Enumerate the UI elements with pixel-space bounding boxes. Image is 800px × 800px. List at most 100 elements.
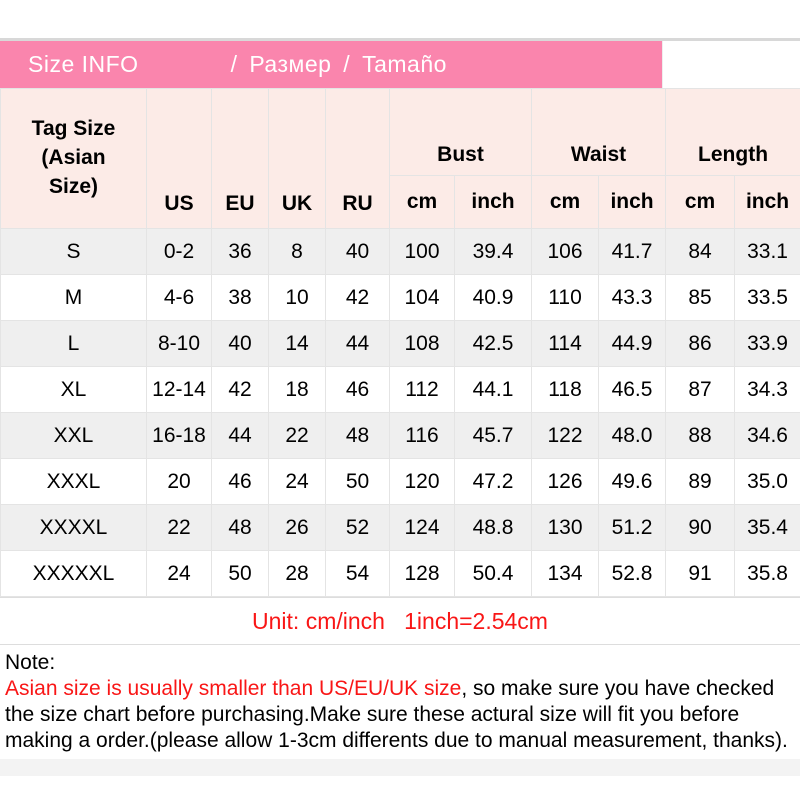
table-cell: 88 xyxy=(665,412,736,459)
table-cell: 48.0 xyxy=(598,412,667,459)
table-cell: 48 xyxy=(325,412,390,459)
table-cell: 46.5 xyxy=(598,366,667,413)
row-label-tag-size: XXL xyxy=(0,412,147,459)
table-cell: 33.5 xyxy=(734,274,800,321)
table-cell: 47.2 xyxy=(453,458,533,505)
col-header-length-inch: inch xyxy=(734,175,800,229)
note-black-text: , so make sure you have checked the size… xyxy=(5,677,788,752)
col-header-length: Length xyxy=(665,88,800,176)
table-cell: 130 xyxy=(531,504,600,551)
table-cell: 52 xyxy=(325,504,390,551)
table-cell: 52.8 xyxy=(598,550,667,597)
table-cell: 14 xyxy=(268,320,326,367)
table-cell: 42 xyxy=(325,274,390,321)
row-label-tag-size: L xyxy=(0,320,147,367)
table-row: M 4-6 38 10 42 104 40.9 110 43.3 85 33.5 xyxy=(0,274,800,321)
table-cell: 128 xyxy=(389,550,455,597)
table-cell: 34.3 xyxy=(734,366,800,413)
table-cell: 126 xyxy=(531,458,600,505)
row-label-tag-size: XXXL xyxy=(0,458,147,505)
col-header-tag-size: Tag Size (Asian Size) xyxy=(0,88,147,229)
table-cell: 8-10 xyxy=(146,320,212,367)
table-cell: 114 xyxy=(531,320,600,367)
table-cell: 48 xyxy=(211,504,269,551)
table-cell: 8 xyxy=(268,228,326,275)
title-bar: Size INFO / Размер / Tamaño xyxy=(0,41,800,88)
table-cell: 33.9 xyxy=(734,320,800,367)
table-cell: 40.9 xyxy=(453,274,533,321)
table-cell: 118 xyxy=(531,366,600,413)
table-cell: 48.8 xyxy=(453,504,533,551)
table-cell: 42 xyxy=(211,366,269,413)
table-cell: 87 xyxy=(665,366,736,413)
table-cell: 44 xyxy=(211,412,269,459)
table-cell: 51.2 xyxy=(598,504,667,551)
table-cell: 90 xyxy=(665,504,736,551)
table-cell: 33.1 xyxy=(734,228,800,275)
table-cell: 35.4 xyxy=(734,504,800,551)
table-cell: 50.4 xyxy=(453,550,533,597)
table-row: L 8-10 40 14 44 108 42.5 114 44.9 86 33.9 xyxy=(0,320,800,367)
table-cell: 84 xyxy=(665,228,736,275)
table-cell: 108 xyxy=(389,320,455,367)
col-header-eu: EU xyxy=(211,88,269,229)
page-title: Size INFO xyxy=(28,51,139,77)
table-cell: 50 xyxy=(211,550,269,597)
row-label-tag-size: XL xyxy=(0,366,147,413)
size-table: Tag Size (Asian Size) US EU UK RU Bust W… xyxy=(0,88,800,597)
col-header-ru: RU xyxy=(325,88,390,229)
table-cell: 44.9 xyxy=(598,320,667,367)
table-cell: 40 xyxy=(325,228,390,275)
size-table-header: Tag Size (Asian Size) US EU UK RU Bust W… xyxy=(0,88,800,229)
note-section: Note: Asian size is usually smaller than… xyxy=(0,645,800,754)
page-title-translations: / Размер / Tamaño xyxy=(230,51,447,77)
table-row: XXXL 20 46 24 50 120 47.2 126 49.6 89 35.0 xyxy=(0,458,800,505)
unit-note-text: Unit: cm/inch 1inch=2.54cm xyxy=(252,607,548,634)
footer-strip xyxy=(0,759,800,776)
table-cell: 20 xyxy=(146,458,212,505)
row-label-tag-size: XXXXXL xyxy=(0,550,147,597)
table-cell: 104 xyxy=(389,274,455,321)
table-cell: 46 xyxy=(211,458,269,505)
note-paragraph: Asian size is usually smaller than US/EU… xyxy=(5,676,795,754)
table-cell: 134 xyxy=(531,550,600,597)
table-cell: 40 xyxy=(211,320,269,367)
note-label: Note: xyxy=(5,651,56,674)
row-label-tag-size: M xyxy=(0,274,147,321)
table-cell: 24 xyxy=(268,458,326,505)
table-cell: 50 xyxy=(325,458,390,505)
table-cell: 116 xyxy=(389,412,455,459)
table-cell: 120 xyxy=(389,458,455,505)
col-header-waist-cm: cm xyxy=(531,175,600,229)
col-header-bust-cm: cm xyxy=(389,175,455,229)
table-cell: 110 xyxy=(531,274,600,321)
row-label-tag-size: S xyxy=(0,228,147,275)
table-cell: 36 xyxy=(211,228,269,275)
table-row: XXXXL 22 48 26 52 124 48.8 130 51.2 90 35.4 xyxy=(0,504,800,551)
table-row: XXXXXL 24 50 28 54 128 50.4 134 52.8 91 35.8 xyxy=(0,550,800,597)
table-cell: 46 xyxy=(325,366,390,413)
table-cell: 86 xyxy=(665,320,736,367)
table-cell: 100 xyxy=(389,228,455,275)
table-cell: 85 xyxy=(665,274,736,321)
table-cell: 122 xyxy=(531,412,600,459)
col-header-us: US xyxy=(146,88,212,229)
table-cell: 39.4 xyxy=(453,228,533,275)
table-cell: 35.8 xyxy=(734,550,800,597)
table-cell: 38 xyxy=(211,274,269,321)
table-cell: 22 xyxy=(268,412,326,459)
table-cell: 42.5 xyxy=(453,320,533,367)
header-row-groups: Tag Size (Asian Size) US EU UK RU Bust W… xyxy=(0,88,800,229)
table-cell: 22 xyxy=(146,504,212,551)
table-cell: 91 xyxy=(665,550,736,597)
table-cell: 16-18 xyxy=(146,412,212,459)
table-cell: 34.6 xyxy=(734,412,800,459)
table-cell: 89 xyxy=(665,458,736,505)
table-cell: 10 xyxy=(268,274,326,321)
table-cell: 44 xyxy=(325,320,390,367)
table-cell: 28 xyxy=(268,550,326,597)
table-cell: 0-2 xyxy=(146,228,212,275)
table-cell: 49.6 xyxy=(598,458,667,505)
col-header-bust-inch: inch xyxy=(453,175,533,229)
